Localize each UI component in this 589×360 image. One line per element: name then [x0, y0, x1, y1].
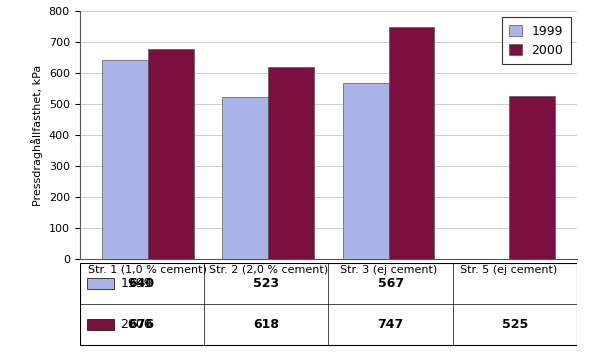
- Bar: [80, 263, 577, 346]
- Text: 1999: 1999: [121, 277, 152, 290]
- Bar: [148, 49, 194, 259]
- Bar: [223, 97, 268, 259]
- Bar: [389, 27, 434, 259]
- Text: 676: 676: [129, 318, 155, 331]
- Legend: 1999, 2000: 1999, 2000: [502, 17, 571, 64]
- Text: 618: 618: [253, 318, 279, 331]
- Y-axis label: Pressdraghållfasthet, kPa: Pressdraghållfasthet, kPa: [31, 64, 43, 206]
- Text: 640: 640: [128, 277, 155, 290]
- Bar: [87, 319, 114, 330]
- Text: 747: 747: [378, 318, 403, 331]
- Text: 567: 567: [378, 277, 403, 290]
- Text: 523: 523: [253, 277, 279, 290]
- Text: 2000: 2000: [121, 318, 153, 331]
- Text: 525: 525: [502, 318, 528, 331]
- Bar: [268, 67, 314, 259]
- Bar: [343, 83, 389, 259]
- Bar: [102, 60, 148, 259]
- Bar: [87, 278, 114, 289]
- Bar: [509, 96, 555, 259]
